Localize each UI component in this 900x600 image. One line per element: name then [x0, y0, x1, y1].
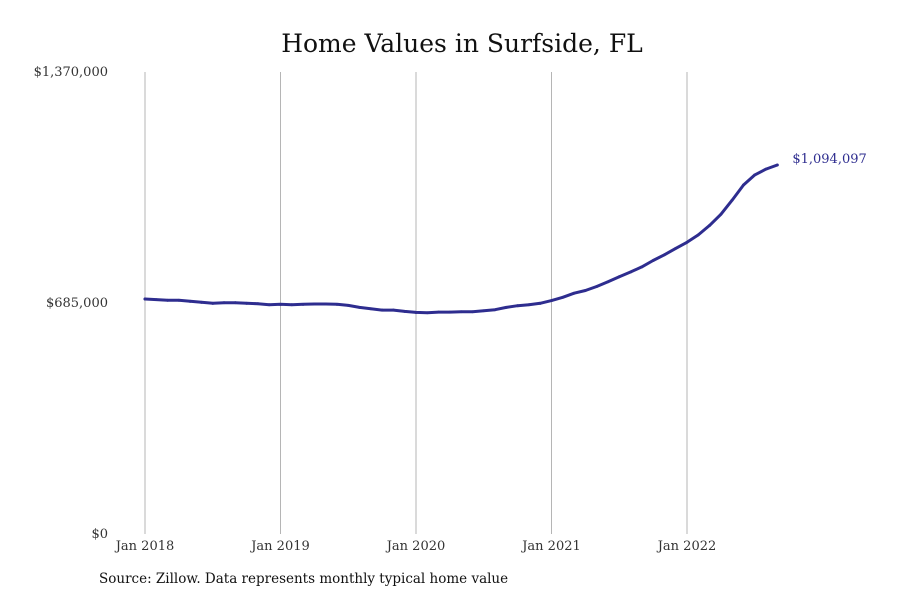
data-point: [696, 233, 700, 237]
data-point: [346, 303, 350, 307]
data-point: [561, 295, 565, 299]
end-value-label: $1,094,097: [792, 152, 866, 167]
data-point: [414, 311, 418, 314]
x-tick-label: Jan 2019: [249, 539, 310, 554]
x-tick-label: Jan 2018: [114, 539, 175, 554]
data-point: [425, 311, 429, 315]
data-point: [233, 301, 237, 305]
data-point: [448, 310, 452, 314]
data-point: [550, 299, 553, 303]
data-point: [742, 183, 745, 187]
source-note: Source: Zillow. Data represents monthly …: [99, 571, 509, 587]
data-point: [764, 167, 768, 171]
data-point: [493, 308, 497, 312]
data-point: [222, 301, 226, 305]
data-point: [572, 291, 576, 295]
data-point: [538, 301, 542, 305]
y-axis-ticks: $0 $685,000 $1,370,000: [34, 65, 108, 542]
data-point: [200, 300, 203, 304]
series-line: [143, 163, 779, 315]
data-point: [685, 240, 689, 244]
data-point: [651, 259, 655, 262]
data-point: [482, 309, 486, 313]
data-point: [708, 224, 711, 227]
data-point: [279, 302, 282, 306]
data-point: [290, 303, 294, 307]
data-point: [403, 310, 407, 313]
data-point: [674, 246, 678, 250]
data-point: [358, 305, 361, 309]
data-point: [775, 163, 779, 167]
data-point: [595, 285, 599, 288]
data-point: [256, 302, 260, 306]
data-point: [719, 212, 723, 216]
data-point: [437, 310, 440, 314]
chart-title: Home Values in Surfside, FL: [281, 29, 643, 58]
data-point: [640, 265, 644, 269]
series-layer: $1,094,097: [143, 152, 867, 315]
data-point: [154, 298, 158, 302]
data-point: [369, 307, 373, 311]
data-point: [617, 275, 621, 279]
data-point: [606, 280, 610, 284]
data-point: [143, 297, 147, 301]
data-point: [663, 253, 666, 257]
data-point: [245, 301, 249, 305]
y-tick-label: $685,000: [46, 296, 108, 311]
data-point: [459, 310, 463, 314]
data-point: [177, 298, 181, 302]
data-point: [301, 302, 305, 306]
data-point: [324, 302, 328, 306]
data-point: [516, 304, 520, 308]
data-point: [730, 198, 734, 202]
data-point: [583, 289, 587, 292]
y-tick-label: $0: [91, 527, 108, 542]
data-point: [312, 302, 316, 306]
data-point: [504, 305, 508, 309]
y-tick-label: $1,370,000: [34, 65, 108, 80]
x-tick-label: Jan 2020: [385, 539, 446, 554]
data-point: [166, 298, 169, 302]
x-axis-ticks: Jan 2018 Jan 2019 Jan 2020 Jan 2021 Jan 2022: [114, 539, 717, 554]
x-tick-label: Jan 2021: [520, 539, 581, 554]
data-point: [380, 308, 384, 312]
data-point: [335, 302, 339, 306]
gridlines: [144, 72, 688, 534]
data-point: [471, 310, 474, 314]
data-point: [188, 299, 192, 303]
data-point: [753, 173, 757, 177]
data-point: [267, 303, 271, 307]
data-point: [629, 270, 632, 274]
data-point: [211, 301, 215, 305]
data-point: [527, 303, 531, 307]
data-point: [392, 308, 395, 312]
x-tick-label: Jan 2022: [656, 539, 717, 554]
